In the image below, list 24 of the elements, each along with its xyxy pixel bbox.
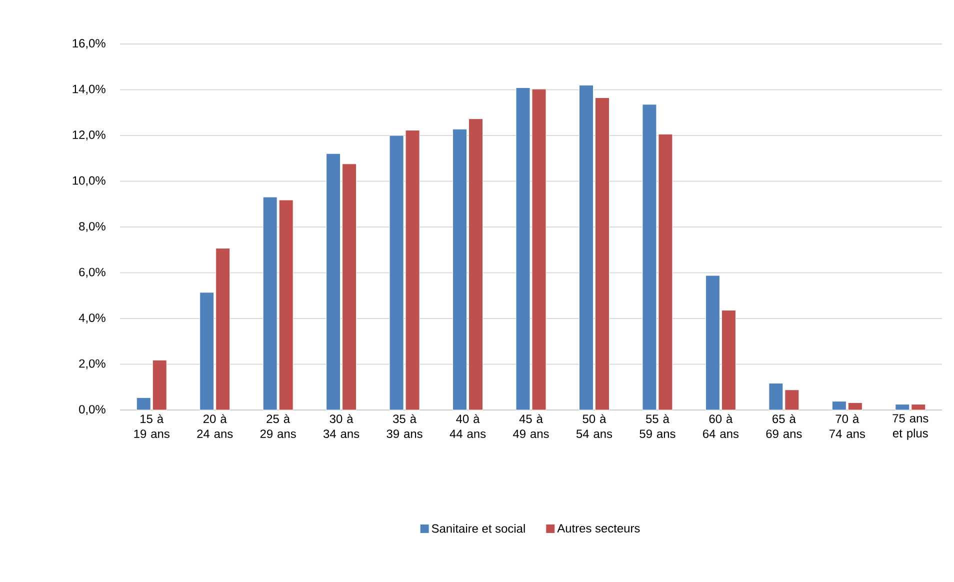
y-tick-label: 8,0% [79, 222, 106, 232]
x-tick-label: 35 à 39 ans [386, 414, 422, 438]
y-tick-label: 0,0% [79, 405, 106, 415]
x-tick-label: 20 à 24 ans [197, 414, 233, 438]
x-tick-label: 15 à 19 ans [134, 414, 170, 438]
x-tick-label: 30 à 34 ans [323, 414, 360, 438]
x-tick-label: 40 à 44 ans [450, 414, 486, 438]
y-tick-label: 14,0% [72, 84, 106, 95]
x-tick-label: 65 à 69 ans [766, 414, 802, 438]
x-tick-label: 70 à 74 ans [829, 414, 865, 438]
x-tick-label: 60 à 64 ans [703, 414, 739, 438]
y-tick-label: 2,0% [79, 359, 106, 370]
y-tick-label: 6,0% [79, 268, 106, 278]
y-tick-label: 12,0% [72, 130, 106, 140]
x-tick-label: 45 à 49 ans [513, 414, 549, 438]
y-tick-label: 10,0% [72, 176, 106, 186]
legend-label: Autres secteurs [557, 524, 640, 533]
y-tick-label: 16,0% [72, 39, 106, 49]
x-tick-label: 75 ans et plus [892, 414, 928, 440]
x-tick-label: 55 à 59 ans [640, 414, 676, 438]
y-tick-label: 4,0% [78, 314, 106, 324]
x-tick-label: 50 à 54 ans [576, 414, 612, 438]
x-tick-label: 25 à 29 ans [260, 414, 296, 438]
legend-label: Sanitaire et social [432, 524, 525, 533]
